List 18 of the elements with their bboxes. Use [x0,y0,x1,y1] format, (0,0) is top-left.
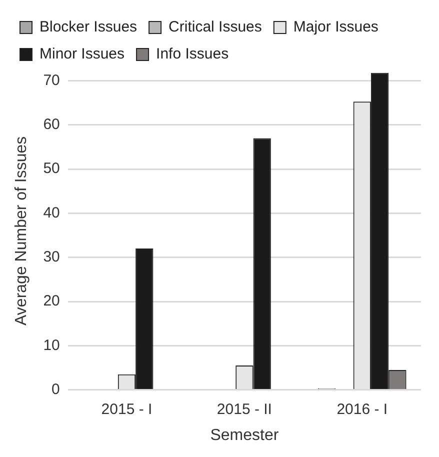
y-tick-label: 10 [43,336,60,354]
x-tick-label: 2015 - I [101,400,152,418]
y-axis-title: Average Number of Issues [13,136,30,326]
y-tick-label: 20 [43,292,60,310]
legend-label: Critical Issues [168,18,262,36]
x-axis-title: Semester [210,426,280,444]
x-tick-label: 2016 - I [336,400,388,418]
y-tick-label: 30 [43,248,60,266]
legend-label: Minor Issues [40,46,125,63]
y-tick-label: 50 [43,160,60,178]
legend-label: Major Issues [293,18,378,36]
x-tick-label: 2015 - II [216,400,272,418]
legend-label: Info Issues [156,46,229,63]
y-tick-label: 40 [43,204,60,222]
y-tick-label: 70 [43,72,60,89]
legend-label: Blocker Issues [40,18,138,36]
y-tick-label: 0 [52,380,60,398]
y-tick-label: 60 [43,116,60,134]
